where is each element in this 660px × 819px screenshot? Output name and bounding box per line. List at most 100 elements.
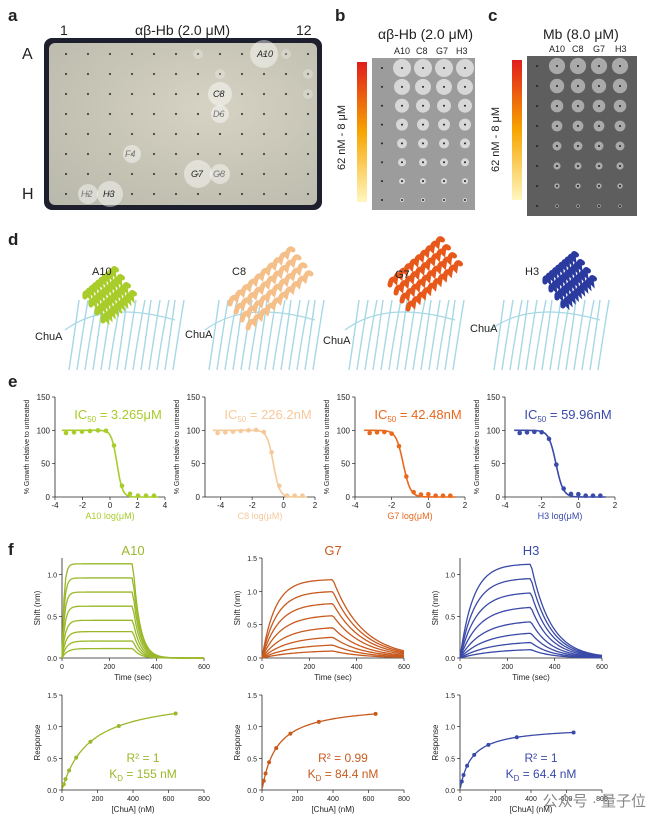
data-point xyxy=(316,719,321,724)
plate-a-col-start: 1 xyxy=(60,22,68,38)
data-point xyxy=(440,493,446,498)
well-dot xyxy=(464,180,466,183)
fit-curve xyxy=(61,429,159,498)
x-tick-label: 400 xyxy=(127,796,139,803)
well-dot xyxy=(619,105,621,107)
well-dot xyxy=(86,92,90,96)
well-dot xyxy=(401,180,403,183)
data-point xyxy=(284,493,290,498)
well-dot xyxy=(556,185,558,187)
x-tick-label: 0 xyxy=(281,501,286,510)
helix xyxy=(548,259,585,295)
well-dot xyxy=(86,172,90,176)
well-dot xyxy=(64,52,68,56)
x-tick-label: 0 xyxy=(60,796,64,803)
panel-letter-f: f xyxy=(8,540,14,559)
data-point xyxy=(433,493,438,498)
well-dot xyxy=(152,192,156,196)
x-tick-label: 0 xyxy=(260,796,264,803)
well-dot xyxy=(240,172,244,176)
x-tick-label: -2 xyxy=(79,501,87,510)
well-dot xyxy=(306,152,310,156)
sensorgram xyxy=(459,621,603,659)
well-dot xyxy=(598,145,600,147)
well-dot xyxy=(556,205,558,207)
well-dot xyxy=(240,152,244,156)
x-axis-label: [ChuA] (nM) xyxy=(311,805,354,814)
data-point xyxy=(269,450,274,455)
well-dot xyxy=(284,172,288,176)
panel-letter-d: d xyxy=(8,230,19,249)
chua-strand xyxy=(380,299,393,370)
kinetic-title: H3 xyxy=(523,543,540,558)
well-dot xyxy=(306,92,310,96)
well-dot xyxy=(64,132,68,136)
data-point xyxy=(261,429,267,435)
x-tick-label: 600 xyxy=(198,664,210,671)
sensorgram xyxy=(459,649,603,659)
plate-b-title: αβ-Hb (2.0 μM) xyxy=(378,26,473,42)
chua-strand xyxy=(549,299,562,370)
well-dot xyxy=(598,185,600,187)
well-dot xyxy=(108,132,112,136)
well-dot xyxy=(130,172,134,176)
data-point xyxy=(61,782,66,787)
well-dot xyxy=(262,72,266,76)
binder-label: G7 xyxy=(395,269,410,281)
well-dot xyxy=(536,65,538,67)
well-dot xyxy=(108,112,112,116)
y-axis-label: Shift (nm) xyxy=(233,590,242,625)
data-point xyxy=(382,429,387,435)
steady-state-plot: 0 200 400 600 800 0.0 0.5 1.0 1.5 [ChuA] (nM) Resp… xyxy=(233,693,410,814)
binder-label: C8 xyxy=(232,266,246,278)
y-tick-label: 150 xyxy=(337,393,351,402)
sensorgram xyxy=(261,644,405,659)
data-point xyxy=(116,724,121,728)
well-dot xyxy=(196,72,200,76)
data-point xyxy=(246,428,251,433)
data-point xyxy=(222,430,228,435)
well-dot xyxy=(556,65,558,67)
data-point xyxy=(103,428,109,434)
chua-strand xyxy=(428,299,441,370)
clearance-halo xyxy=(208,82,232,106)
y-tick-label: 0.5 xyxy=(47,614,57,621)
ic50-plot: 0 50 100 150 -4 -2 0 2 IC50 = 226.2nM C8 log(μM)%… xyxy=(174,393,318,521)
well-dot xyxy=(619,65,621,67)
plate-c-col-3: H3 xyxy=(615,44,627,54)
clearance-halo xyxy=(97,181,123,207)
y-tick-label: 150 xyxy=(37,393,51,402)
x-tick-label: 600 xyxy=(163,796,175,803)
x-axis-label: [ChuA] (nM) xyxy=(509,805,552,814)
data-point xyxy=(411,489,416,495)
data-point xyxy=(119,483,125,489)
well-dot xyxy=(536,85,538,87)
chua-strand xyxy=(565,299,577,370)
chua-strand xyxy=(420,299,432,370)
well-dot xyxy=(598,125,600,127)
x-tick-label: 800 xyxy=(596,796,608,803)
y-tick-label: 0 xyxy=(196,493,201,502)
y-axis-label: Shift (nm) xyxy=(431,590,440,625)
sensorgram xyxy=(261,636,405,659)
data-point xyxy=(486,742,491,747)
x-tick-label: 0 xyxy=(108,501,113,510)
chua-structure xyxy=(489,299,610,370)
x-tick-label: -4 xyxy=(501,501,509,510)
helix xyxy=(393,244,451,296)
well-label: H3 xyxy=(103,189,115,199)
data-point xyxy=(461,772,466,777)
chua-strand xyxy=(509,299,523,370)
well-dot xyxy=(64,172,68,176)
well-dot xyxy=(86,112,90,116)
ic50-plot: 0 50 100 150 -4 -2 0 2 IC50 = 42.48nM G7 log(μM)%… xyxy=(324,393,468,521)
well-dot xyxy=(86,152,90,156)
x-axis-label: Time (sec) xyxy=(512,673,550,682)
well-dot xyxy=(130,152,134,156)
well-dot xyxy=(536,165,538,167)
plate-b-gradient-bar xyxy=(357,62,367,202)
watermark: 公众号 · 量子位 xyxy=(542,793,646,810)
y-tick-label: 150 xyxy=(487,393,501,402)
y-tick-label: 100 xyxy=(487,426,501,435)
chua-loop xyxy=(64,311,176,331)
